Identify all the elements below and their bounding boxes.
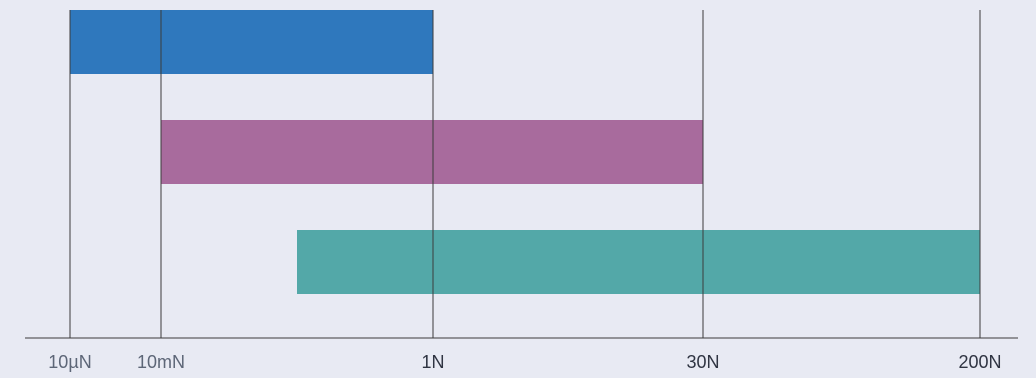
grid-layer xyxy=(69,10,981,338)
tick-label-3: 1N xyxy=(421,352,444,372)
tick-labels: 10µN 10mN 1N 30N 200N xyxy=(48,352,1001,372)
tick-label-1: 10µN xyxy=(48,352,91,372)
bars-layer xyxy=(70,10,980,294)
range-bar-1 xyxy=(70,10,433,74)
tick-label-5: 200N xyxy=(958,352,1001,372)
tick-label-2: 10mN xyxy=(137,352,185,372)
range-bar-3 xyxy=(297,230,980,294)
range-bar-2 xyxy=(161,120,703,184)
tick-label-4: 30N xyxy=(686,352,719,372)
